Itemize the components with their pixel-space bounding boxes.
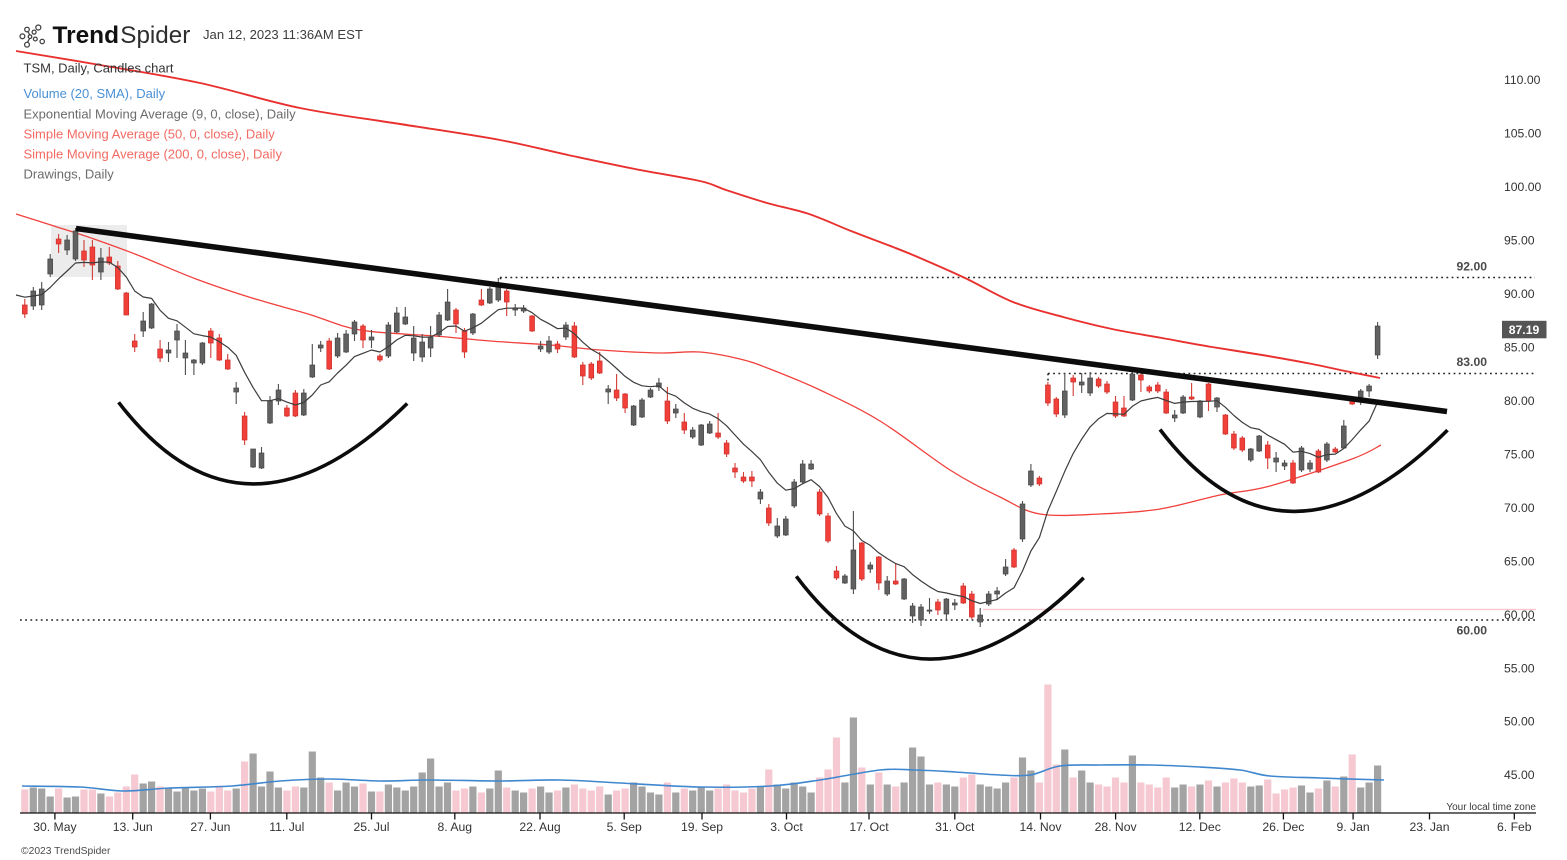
svg-text:3. Oct: 3. Oct — [770, 820, 803, 834]
svg-text:92.00: 92.00 — [1457, 260, 1488, 274]
svg-text:28. Nov: 28. Nov — [1095, 820, 1138, 834]
svg-text:75.00: 75.00 — [1504, 447, 1535, 461]
svg-text:27. Jun: 27. Jun — [190, 820, 230, 834]
svg-text:Jan 12, 2023 11:36AM EST: Jan 12, 2023 11:36AM EST — [203, 27, 363, 42]
svg-text:Trend: Trend — [53, 22, 120, 49]
svg-text:Drawings, Daily: Drawings, Daily — [24, 167, 115, 182]
svg-text:95.00: 95.00 — [1504, 234, 1535, 248]
svg-text:60.00: 60.00 — [1504, 608, 1535, 622]
svg-text:65.00: 65.00 — [1504, 554, 1535, 568]
svg-text:11. Jul: 11. Jul — [269, 820, 304, 834]
svg-text:Simple Moving Average (50, 0,: Simple Moving Average (50, 0, close), Da… — [24, 127, 276, 142]
svg-text:90.00: 90.00 — [1504, 287, 1535, 301]
svg-text:12. Dec: 12. Dec — [1179, 820, 1221, 834]
svg-text:23. Jan: 23. Jan — [1410, 820, 1450, 834]
svg-text:Exponential Moving Average (9,: Exponential Moving Average (9, 0, close)… — [24, 107, 297, 122]
svg-text:50.00: 50.00 — [1504, 715, 1535, 729]
svg-text:83.00: 83.00 — [1457, 355, 1488, 369]
svg-text:87.19: 87.19 — [1509, 323, 1540, 337]
svg-text:110.00: 110.00 — [1504, 73, 1541, 87]
svg-text:22. Aug: 22. Aug — [519, 820, 560, 834]
svg-text:9. Jan: 9. Jan — [1336, 820, 1369, 834]
svg-text:70.00: 70.00 — [1504, 501, 1535, 515]
svg-text:31. Oct: 31. Oct — [935, 820, 975, 834]
svg-text:Volume (20, SMA), Daily: Volume (20, SMA), Daily — [24, 86, 166, 101]
svg-text:17. Oct: 17. Oct — [849, 820, 889, 834]
svg-text:14. Nov: 14. Nov — [1019, 820, 1062, 834]
svg-text:55.00: 55.00 — [1504, 661, 1535, 675]
svg-text:19. Sep: 19. Sep — [681, 820, 723, 834]
svg-text:Simple Moving Average (200, 0,: Simple Moving Average (200, 0, close), D… — [24, 147, 283, 162]
svg-text:85.00: 85.00 — [1504, 341, 1535, 355]
svg-text:Your local time zone: Your local time zone — [1446, 802, 1536, 813]
svg-text:6. Feb: 6. Feb — [1497, 820, 1532, 834]
svg-text:80.00: 80.00 — [1504, 394, 1535, 408]
svg-text:©2023 TrendSpider: ©2023 TrendSpider — [21, 846, 111, 857]
svg-text:5. Sep: 5. Sep — [607, 820, 642, 834]
svg-text:Spider: Spider — [120, 22, 190, 49]
svg-text:105.00: 105.00 — [1504, 127, 1541, 141]
svg-text:60.00: 60.00 — [1457, 624, 1488, 638]
svg-text:8. Aug: 8. Aug — [438, 820, 473, 834]
svg-text:13. Jun: 13. Jun — [113, 820, 153, 834]
svg-text:TSM, Daily, Candles chart: TSM, Daily, Candles chart — [24, 61, 174, 76]
svg-text:25. Jul: 25. Jul — [354, 820, 390, 834]
svg-text:30. May: 30. May — [33, 820, 77, 834]
svg-text:26. Dec: 26. Dec — [1262, 820, 1304, 834]
svg-text:45.00: 45.00 — [1504, 768, 1535, 782]
svg-text:100.00: 100.00 — [1504, 180, 1541, 194]
